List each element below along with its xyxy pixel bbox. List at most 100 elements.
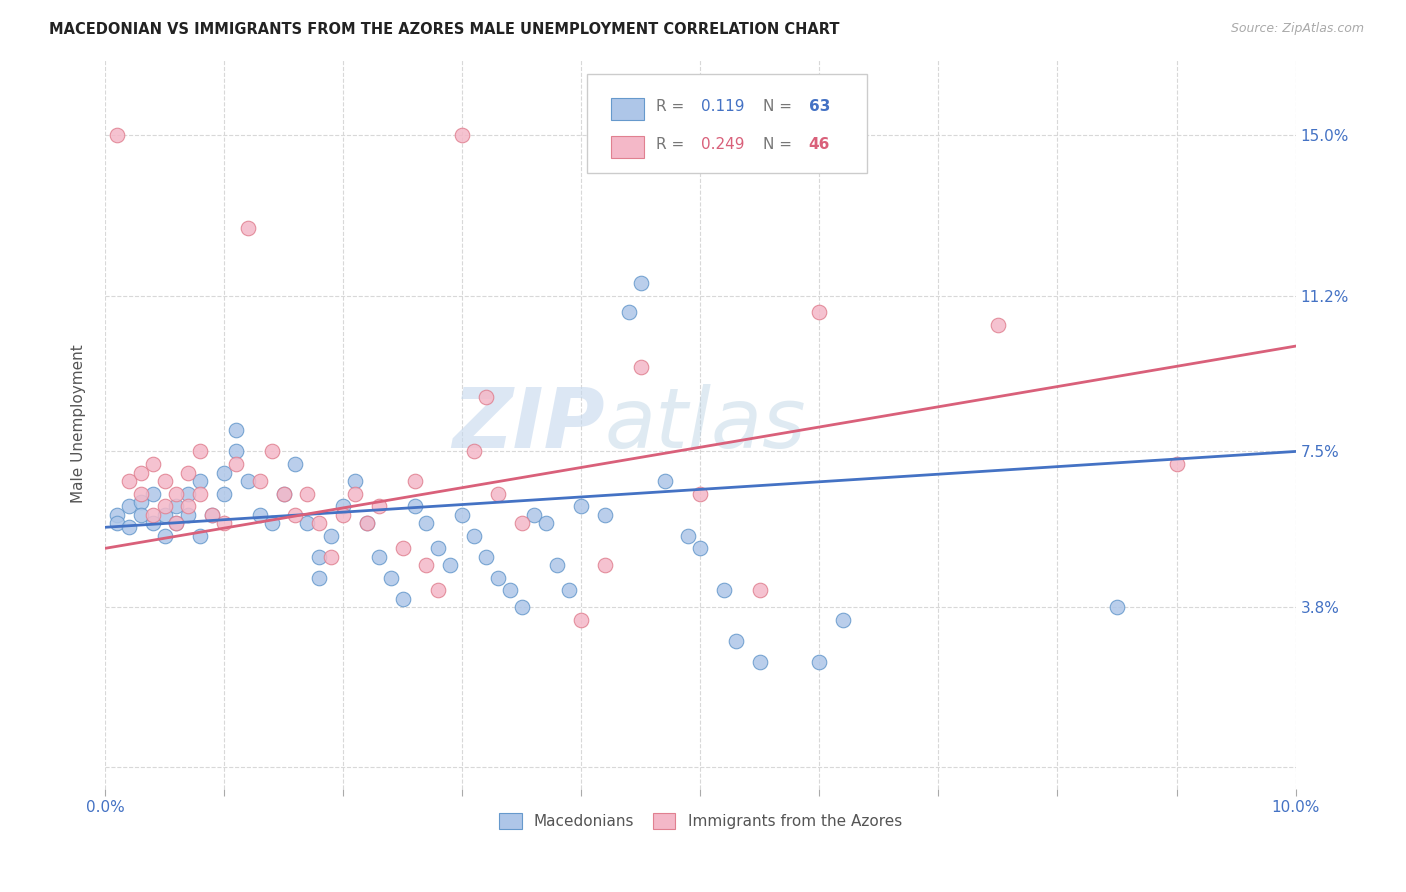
Point [142,508,165,522]
Point [153,508,176,522]
Point [678,529,700,543]
Point [808,655,831,669]
Point [129,495,152,509]
Point [260,444,283,458]
Point [188,474,211,488]
Text: ZIP: ZIP [453,384,605,465]
Point [165,486,187,500]
Point [273,486,295,500]
Point [748,655,770,669]
Point [177,486,200,500]
Point [201,508,224,522]
Point [593,508,616,522]
Point [284,508,307,522]
Point [415,516,437,530]
Point [689,486,711,500]
Point [534,516,557,530]
Point [225,423,247,437]
Text: 0.119: 0.119 [702,100,745,114]
Point [297,486,319,500]
Point [105,516,128,530]
Point [212,466,235,480]
Point [308,549,330,564]
Point [212,516,235,530]
Point [284,457,307,471]
Y-axis label: Male Unemployment: Male Unemployment [72,344,86,503]
Point [188,486,211,500]
Text: R =: R = [657,100,689,114]
Text: N =: N = [763,137,797,153]
Point [165,500,187,514]
Point [153,474,176,488]
Point [404,500,426,514]
Point [832,613,855,627]
Point [188,444,211,458]
Text: 0.249: 0.249 [702,137,745,153]
Point [308,516,330,530]
Point [153,500,176,514]
Point [177,466,200,480]
Point [558,583,581,598]
Text: N =: N = [763,100,797,114]
Point [451,128,474,143]
Point [630,276,652,290]
Point [617,305,640,319]
Point [273,486,295,500]
Text: Source: ZipAtlas.com: Source: ZipAtlas.com [1230,22,1364,36]
Point [1166,457,1188,471]
Point [142,516,165,530]
Point [486,486,509,500]
Point [118,474,141,488]
Point [343,486,366,500]
Point [987,318,1010,332]
Point [439,558,461,573]
FancyBboxPatch shape [588,74,868,172]
Point [367,549,389,564]
Point [225,444,247,458]
Point [380,571,402,585]
Point [343,474,366,488]
Point [593,558,616,573]
Point [308,571,330,585]
Point [427,583,450,598]
Point [356,516,378,530]
Text: 46: 46 [808,137,830,153]
Point [118,500,141,514]
Point [451,508,474,522]
FancyBboxPatch shape [612,136,644,158]
Point [188,529,211,543]
Point [404,474,426,488]
Point [523,508,546,522]
Point [165,516,187,530]
Point [249,508,271,522]
Point [212,486,235,500]
Point [748,583,770,598]
Point [486,571,509,585]
Point [236,221,259,235]
Point [713,583,735,598]
Point [546,558,568,573]
Point [297,516,319,530]
Point [260,516,283,530]
Point [463,444,485,458]
Point [129,508,152,522]
Point [367,500,389,514]
Point [332,500,354,514]
Point [142,486,165,500]
Point [510,516,533,530]
Point [569,500,592,514]
Legend: Macedonians, Immigrants from the Azores: Macedonians, Immigrants from the Azores [492,807,908,836]
Point [177,508,200,522]
Point [142,457,165,471]
Point [630,360,652,375]
Point [165,516,187,530]
Text: MACEDONIAN VS IMMIGRANTS FROM THE AZORES MALE UNEMPLOYMENT CORRELATION CHART: MACEDONIAN VS IMMIGRANTS FROM THE AZORES… [49,22,839,37]
Point [463,529,485,543]
Point [475,549,498,564]
Point [475,390,498,404]
Point [225,457,247,471]
Point [415,558,437,573]
Point [391,591,413,606]
Text: atlas: atlas [605,384,807,465]
Point [105,128,128,143]
